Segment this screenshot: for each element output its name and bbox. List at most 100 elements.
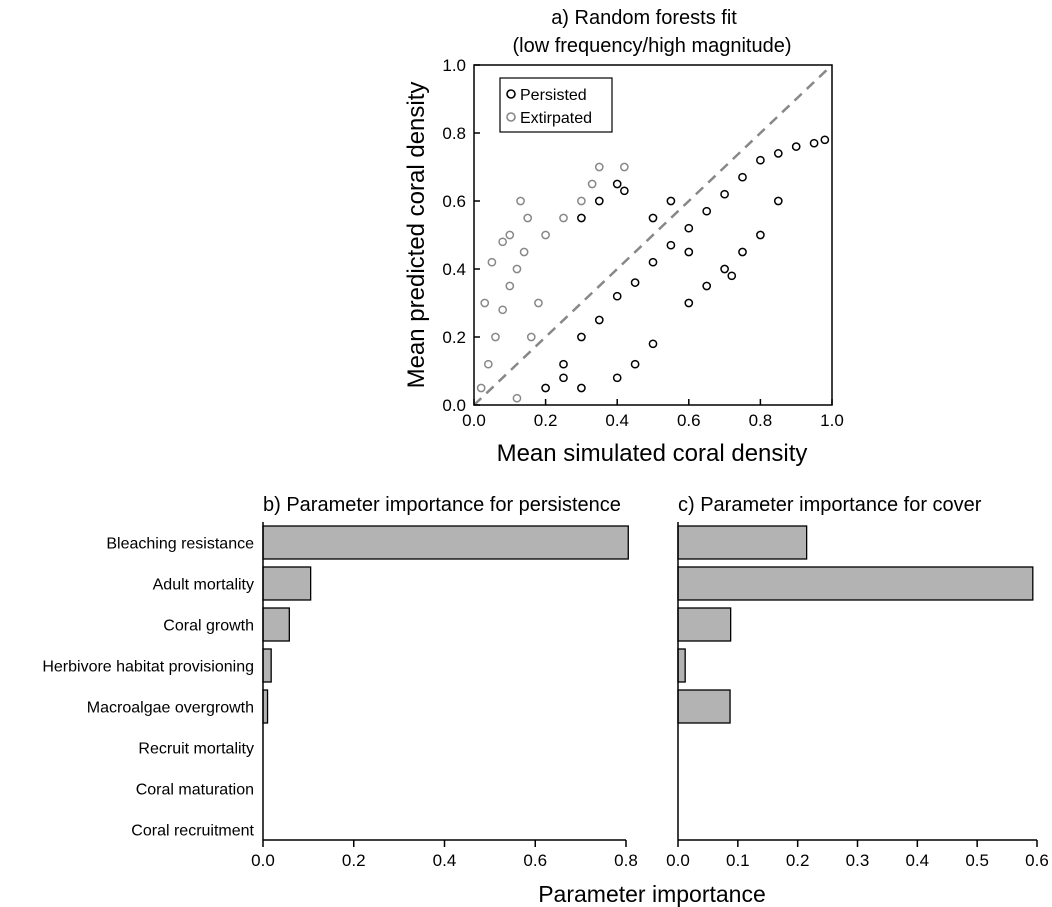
scatter-point (612, 291, 622, 301)
x-tick-label: 0.4 (605, 411, 629, 430)
scatter-point (648, 213, 658, 223)
bar-adult-mortality (677, 566, 1034, 601)
x-tick-label: 0.6 (1025, 851, 1049, 870)
scatter-point (612, 179, 622, 189)
series-persisted (541, 135, 830, 393)
x-tick-label: 0.1 (726, 851, 750, 870)
scatter-point (594, 315, 604, 325)
scatter-point (534, 298, 543, 308)
x-tick-label: 0.4 (906, 851, 930, 870)
parameter-label: Coral maturation (136, 782, 254, 799)
cover-x-ticks: 0.0 0.1 0.2 0.3 0.4 0.5 0.6 (666, 840, 1049, 870)
bar-bleaching-resistance (677, 525, 808, 560)
scatter-point (773, 196, 783, 206)
x-tick-label: 0.0 (666, 851, 690, 870)
scatter-points (476, 135, 830, 403)
scatter-point (487, 257, 497, 267)
series-extirpated (476, 162, 629, 403)
scatter-point (519, 247, 529, 257)
scatter-point (630, 359, 640, 369)
scatter-point (773, 149, 783, 158)
bar-herbivore-habitat-provisioning (262, 648, 272, 683)
scatter-point (476, 383, 486, 393)
scatter-point (594, 162, 604, 172)
scatter-point (559, 213, 568, 223)
scatter-legend: Persisted Extirpated (499, 77, 613, 133)
scatter-point (480, 298, 490, 308)
legend-marker-extirpated (506, 112, 516, 122)
bar-bleaching-resistance (262, 525, 629, 560)
scatter-point (512, 393, 522, 403)
scatter-y-axis-label: Mean predicted coral density (403, 82, 430, 389)
y-tick-label: 0.4 (442, 260, 466, 279)
scatter-point (702, 281, 712, 291)
scatter-point (820, 135, 830, 145)
persistence-importance-panel: b) Parameter importance for persistence … (42, 494, 637, 870)
persistence-bars (262, 525, 629, 724)
scatter-point (491, 332, 500, 342)
scatter-point (684, 298, 694, 308)
legend-label-extirpated: Extirpated (520, 110, 592, 127)
scatter-point (526, 332, 536, 342)
legend-box (499, 77, 613, 133)
parameter-label: Recruit mortality (138, 741, 254, 758)
shared-x-axis-label: Parameter importance (538, 881, 766, 907)
scatter-point (648, 257, 658, 267)
bar-herbivore-habitat-provisioning (677, 648, 686, 683)
x-tick-label: 0.2 (534, 411, 558, 430)
parameter-label: Coral growth (163, 618, 254, 635)
scatter-panel: a) Random forests fit (low frequency/hig… (403, 7, 844, 467)
scatter-title: a) Random forests fit (551, 7, 737, 29)
scatter-y-ticks: 0.0 0.2 0.4 0.6 0.8 1.0 (442, 56, 480, 415)
parameter-label: Coral recruitment (131, 823, 254, 840)
scatter-point (666, 240, 676, 250)
bar-coral-growth (262, 607, 290, 642)
scatter-point (666, 196, 676, 206)
scatter-point (738, 247, 747, 257)
x-tick-label: 0.8 (614, 851, 638, 870)
y-tick-label: 0.2 (442, 328, 466, 347)
scatter-point (648, 339, 658, 349)
scatter-point (577, 213, 586, 223)
scatter-point (702, 206, 712, 216)
parameter-label: Adult mortality (153, 577, 254, 594)
scatter-point (594, 196, 604, 206)
scatter-point (498, 237, 507, 247)
scatter-plot-frame (473, 64, 833, 406)
scatter-point (541, 230, 550, 240)
scatter-point (483, 359, 493, 369)
scatter-point (738, 172, 747, 182)
parameter-label: Macroalgae overgrowth (87, 700, 254, 717)
x-tick-label: 0.3 (846, 851, 870, 870)
scatter-point (505, 230, 515, 240)
cover-importance-panel: c) Parameter importance for cover 0.0 0.1… (666, 494, 1049, 870)
y-tick-label: 0.8 (442, 124, 466, 143)
scatter-point (620, 162, 629, 172)
scatter-point (577, 332, 586, 342)
parameter-label: Bleaching resistance (106, 536, 254, 553)
scatter-point (684, 247, 694, 257)
x-tick-label: 0.8 (749, 411, 773, 430)
x-tick-label: 0.6 (523, 851, 547, 870)
scatter-subtitle: (low frequency/high magnitude) (512, 35, 791, 57)
scatter-point (720, 189, 729, 199)
scatter-point (809, 138, 819, 148)
y-tick-label: 1.0 (442, 56, 466, 75)
bar-macroalgae-overgrowth (677, 689, 731, 724)
legend-marker-persisted (506, 89, 516, 99)
scatter-point (523, 213, 533, 223)
scatter-x-axis-label: Mean simulated coral density (497, 440, 808, 467)
scatter-point (587, 179, 597, 189)
scatter-point (541, 383, 550, 393)
one-to-one-reference-line (473, 64, 833, 406)
scatter-point (620, 186, 629, 196)
bar-coral-growth (677, 607, 732, 642)
scatter-point (577, 383, 586, 393)
scatter-point (505, 281, 515, 291)
legend-label-persisted: Persisted (520, 87, 587, 104)
cover-panel-title: c) Parameter importance for cover (678, 494, 982, 516)
scatter-point (512, 264, 522, 274)
x-tick-label: 0.5 (965, 851, 989, 870)
scatter-point (684, 223, 694, 233)
